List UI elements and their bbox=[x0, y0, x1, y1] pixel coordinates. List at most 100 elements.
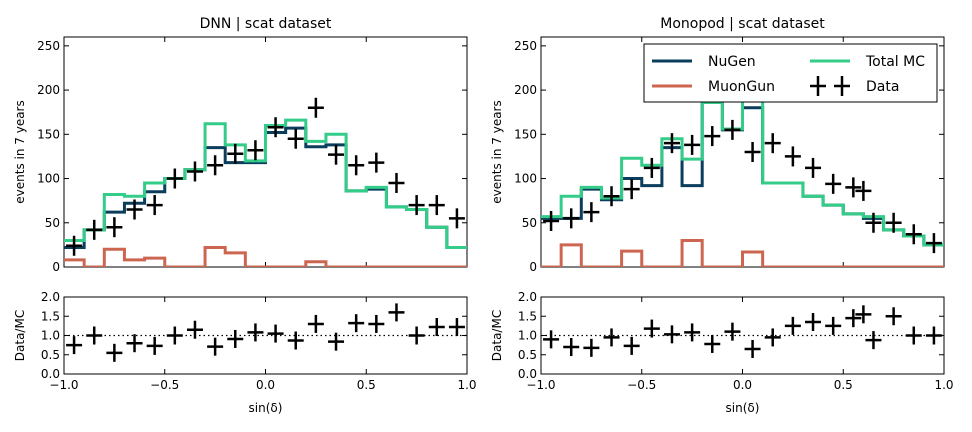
x-tick-label: −1.0 bbox=[49, 378, 78, 392]
data-point bbox=[146, 195, 163, 216]
y-tick-label: 50 bbox=[45, 216, 60, 230]
data-point bbox=[328, 144, 345, 165]
data-point bbox=[724, 119, 741, 140]
ratio-point bbox=[408, 326, 425, 345]
x-axis-label: sin(δ) bbox=[249, 401, 283, 415]
panel-title: Monopod | scat dataset bbox=[660, 16, 825, 32]
data-point bbox=[603, 186, 620, 207]
data-point bbox=[563, 208, 580, 229]
ratio-y-tick-label: 2.0 bbox=[518, 290, 537, 304]
y-tick-label: 100 bbox=[37, 172, 60, 186]
ratio-point bbox=[207, 337, 224, 356]
ratio-point bbox=[267, 324, 284, 343]
data-point bbox=[307, 97, 324, 118]
ratio-y-tick-label: 0.0 bbox=[518, 367, 537, 381]
ratio-point bbox=[764, 328, 781, 347]
ratio-point bbox=[704, 334, 721, 353]
data-point bbox=[186, 161, 203, 182]
series-total-mc bbox=[64, 118, 467, 250]
x-tick-label: −0.5 bbox=[627, 378, 656, 392]
x-tick-label: 0.5 bbox=[834, 378, 853, 392]
legend: NuGen MuonGun Total MC Data bbox=[643, 43, 938, 103]
ratio-point bbox=[186, 320, 203, 339]
ratio-point bbox=[925, 326, 942, 345]
ratio-point bbox=[106, 343, 123, 362]
x-tick-label: 0.0 bbox=[733, 378, 752, 392]
legend-label: NuGen bbox=[708, 54, 756, 70]
ratio-point bbox=[66, 336, 83, 355]
ratio-point bbox=[448, 318, 465, 337]
ratio-point bbox=[603, 328, 620, 347]
ratio-y-axis-label: Data/MC bbox=[490, 310, 504, 361]
data-point bbox=[855, 180, 872, 201]
ratio-point bbox=[348, 314, 365, 333]
ratio-y-tick-label: 1.5 bbox=[518, 309, 537, 323]
ratio-point bbox=[287, 331, 304, 350]
data-point bbox=[428, 195, 445, 216]
ratio-plot-area bbox=[543, 305, 942, 358]
ratio-point bbox=[307, 314, 324, 333]
ratio-y-axis-label: Data/MC bbox=[13, 310, 27, 361]
ratio-y-tick-label: 2.0 bbox=[41, 290, 60, 304]
data-point bbox=[166, 168, 183, 189]
ratio-point bbox=[845, 309, 862, 328]
ratio-point bbox=[724, 322, 741, 341]
data-point bbox=[704, 126, 721, 147]
series-muongun bbox=[64, 246, 467, 267]
legend-item-nugen: NuGen bbox=[652, 54, 756, 70]
ratio-point bbox=[805, 313, 822, 332]
ratio-y-tick-label: 0.5 bbox=[41, 348, 60, 362]
data-point bbox=[247, 140, 264, 161]
y-tick-label: 250 bbox=[37, 39, 60, 53]
x-tick-label: −0.5 bbox=[150, 378, 179, 392]
data-point bbox=[408, 195, 425, 216]
data-point bbox=[885, 212, 902, 233]
plot-area bbox=[541, 97, 944, 267]
plot-area bbox=[64, 97, 467, 267]
legend-label: Total MC bbox=[865, 54, 925, 70]
data-point bbox=[764, 133, 781, 154]
y-axis-label: events in 7 years bbox=[490, 100, 504, 203]
series-total-mc bbox=[541, 97, 944, 247]
ratio-y-tick-label: 1.0 bbox=[41, 329, 60, 343]
ratio-point bbox=[684, 323, 701, 342]
y-tick-label: 200 bbox=[514, 83, 537, 97]
ratio-point bbox=[563, 338, 580, 357]
data-point bbox=[825, 173, 842, 194]
data-point bbox=[643, 157, 660, 178]
ratio-point bbox=[166, 326, 183, 345]
y-tick-label: 200 bbox=[37, 83, 60, 97]
ratio-point bbox=[784, 316, 801, 335]
data-point bbox=[845, 177, 862, 198]
ratio-point bbox=[388, 303, 405, 322]
data-point bbox=[267, 117, 284, 138]
ratio-point bbox=[643, 319, 660, 338]
x-axis-label: sin(δ) bbox=[726, 401, 760, 415]
y-tick-label: 150 bbox=[514, 127, 537, 141]
legend-item-total-mc: Total MC bbox=[810, 54, 925, 70]
ratio-y-tick-label: 0.5 bbox=[518, 348, 537, 362]
data-point bbox=[583, 202, 600, 223]
ratio-point bbox=[247, 323, 264, 342]
data-point bbox=[348, 155, 365, 176]
ratio-point bbox=[146, 336, 163, 355]
y-tick-label: 0 bbox=[529, 260, 537, 274]
data-point bbox=[388, 172, 405, 193]
ratio-y-tick-label: 1.5 bbox=[41, 309, 60, 323]
data-point bbox=[865, 212, 882, 233]
y-tick-label: 0 bbox=[52, 260, 60, 274]
y-axis-label: events in 7 years bbox=[13, 100, 27, 203]
ratio-point bbox=[855, 305, 872, 324]
data-point bbox=[663, 133, 680, 154]
x-tick-label: 0.0 bbox=[256, 378, 275, 392]
data-point bbox=[805, 157, 822, 178]
y-tick-label: 150 bbox=[37, 127, 60, 141]
data-point bbox=[623, 179, 640, 200]
data-point bbox=[448, 208, 465, 229]
series-muongun bbox=[541, 238, 944, 267]
ratio-point bbox=[905, 326, 922, 345]
data-point bbox=[86, 219, 103, 240]
legend-item-data: Data bbox=[810, 76, 899, 96]
y-tick-label: 250 bbox=[514, 39, 537, 53]
